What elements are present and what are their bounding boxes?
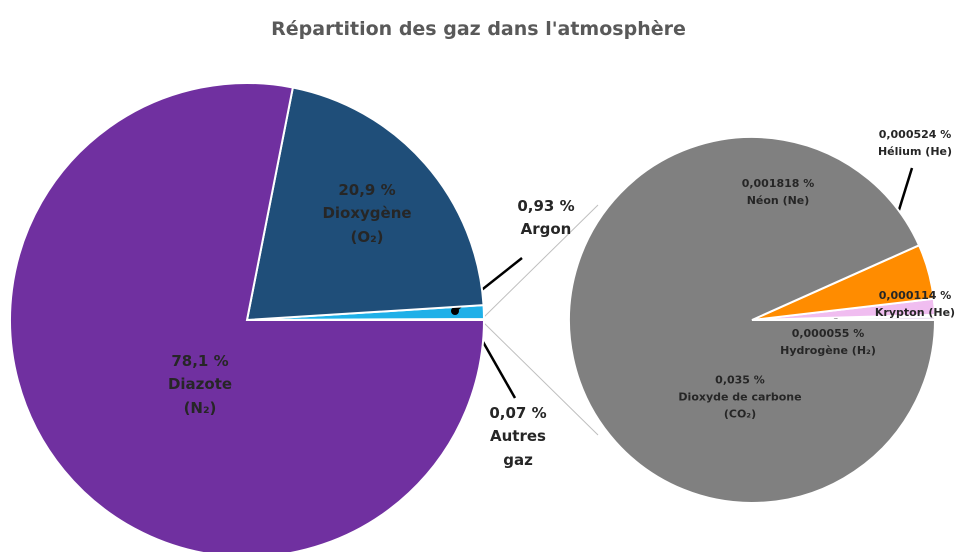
pie-slice [568,136,937,504]
value-label: 0,93 % [517,196,575,215]
connector [482,321,599,436]
category-label: Autres gaz [490,427,546,469]
pie-slice [245,86,485,322]
data-label: 0,001818 % Néon (Ne) [733,175,823,209]
category-label: Dioxygène (O₂) [322,204,412,246]
value-label: 0,000524 % [878,127,952,141]
category-label: Hélium (He) [877,145,953,158]
data-label: 0,000524 % Hélium (He) [870,126,957,160]
category-label: Hydrogène (H₂) [780,344,876,357]
value-label: 78,1 % [171,352,229,371]
category-label: Néon (Ne) [746,194,810,207]
value-label: 0,000114 % [878,288,952,302]
value-label: 0,001818 % [741,176,815,190]
category-label: Dioxyde de carbone (CO₂) [678,390,802,421]
category-label: Krypton (He) [874,306,956,319]
category-label: Argon [520,220,572,238]
data-label: 0,93 % Argon [506,195,586,242]
leader-dot [451,307,459,315]
data-label: 78,1 % Diazote (N₂) [150,350,250,420]
data-label: 0,000114 % Krypton (He) [870,287,957,321]
data-label: 0,07 % Autres gaz [488,402,548,472]
category-label: Diazote (N₂) [167,375,233,417]
value-label: 0,035 % [715,373,765,387]
data-label: 0,000055 % Hydrogène (H₂) [773,325,883,359]
chart-title: Répartition des gaz dans l'atmosphère [271,18,686,40]
value-label: 20,9 % [338,181,396,200]
data-label: 20,9 % Dioxygène (O₂) [317,179,417,249]
value-label: 0,000055 % [791,326,865,340]
value-label: 0,07 % [489,404,547,423]
pie-slice [9,82,486,552]
data-label: 0,035 % Dioxyde de carbone (CO₂) [675,371,805,422]
connector [482,204,599,319]
